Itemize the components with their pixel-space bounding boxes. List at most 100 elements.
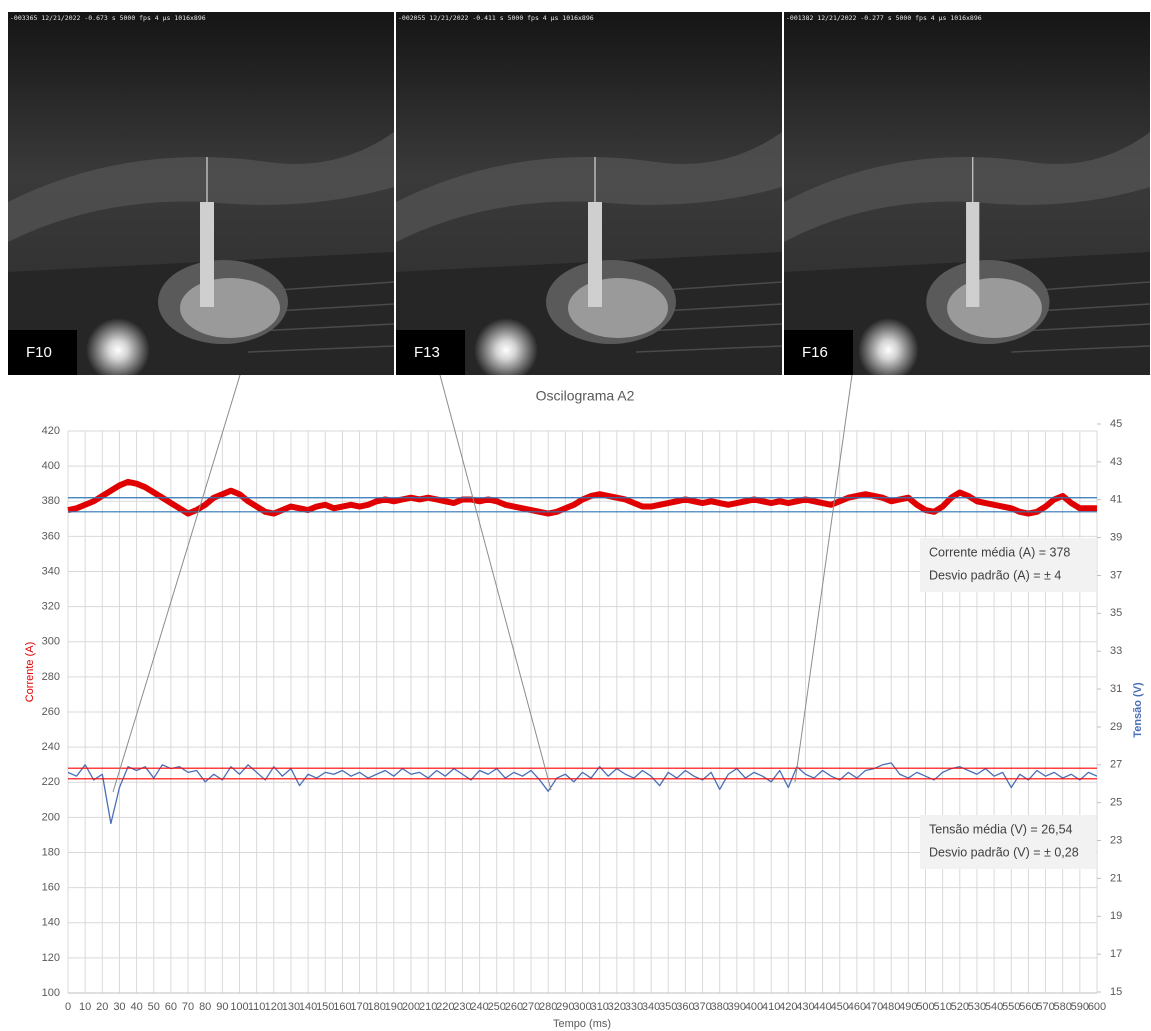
y-tick-label: 240 — [42, 741, 60, 753]
x-tick-label: 410 — [762, 1001, 780, 1013]
y2-axis-title: Tensão (V) — [1132, 682, 1144, 738]
x-tick-label: 110 — [248, 1001, 266, 1013]
x-tick-label: 210 — [419, 1001, 437, 1013]
x-tick-label: 580 — [1054, 1001, 1072, 1013]
series-line — [67, 478, 1097, 517]
y-tick-label: 380 — [42, 495, 60, 507]
y2-tick-label: 29 — [1110, 721, 1122, 733]
x-tick-label: 0 — [65, 1001, 71, 1013]
y2-tick-label: 15 — [1110, 986, 1122, 998]
y2-tick-label: 31 — [1110, 683, 1122, 695]
data — [67, 478, 1098, 825]
x-tick-label: 50 — [148, 1001, 160, 1013]
y2-tick-label: 27 — [1110, 759, 1122, 771]
annotation: Desvio padrão (V) = ± 0,28 — [929, 845, 1079, 859]
connector — [794, 374, 853, 783]
x-tick-label: 90 — [216, 1001, 228, 1013]
photo-2: -002055 12/21/2022 -0.411 s 5000 fps 4 µ… — [396, 12, 782, 375]
y2-tick-label: 17 — [1110, 948, 1122, 960]
photo-3: -001382 12/21/2022 -0.277 s 5000 fps 4 µ… — [784, 12, 1150, 375]
x-tick-label: 460 — [848, 1001, 866, 1013]
x-tick-label: 30 — [113, 1001, 125, 1013]
y-tick-label: 200 — [42, 811, 60, 823]
y-tick-label: 420 — [42, 425, 60, 437]
photo-header: -003365 12/21/2022 -0.673 s 5000 fps 4 µ… — [10, 14, 206, 22]
y2-tick-label: 21 — [1110, 872, 1122, 884]
y-tick-label: 100 — [42, 987, 60, 999]
photo-header: -001382 12/21/2022 -0.277 s 5000 fps 4 µ… — [786, 14, 982, 22]
x-tick-label: 470 — [865, 1001, 883, 1013]
x-tick-label: 150 — [316, 1001, 334, 1013]
y2-tick-label: 35 — [1110, 607, 1122, 619]
x-tick-label: 530 — [968, 1001, 986, 1013]
x-tick-label: 130 — [282, 1001, 300, 1013]
x-tick-label: 260 — [505, 1001, 523, 1013]
y2-tick-label: 41 — [1110, 494, 1122, 506]
x-tick-label: 320 — [608, 1001, 626, 1013]
plot: 0 10 20 30 40 50 60 70 80 90 100 110 120130140150160… — [42, 418, 1123, 1013]
connectors — [112, 374, 853, 793]
x-tick-label: 290 — [556, 1001, 574, 1013]
x-tick-label: 380 — [711, 1001, 729, 1013]
x-tick-label: 80 — [199, 1001, 211, 1013]
x-tick-label: 590 — [1071, 1001, 1089, 1013]
y2-tick-label: 39 — [1110, 532, 1122, 544]
y2-tick-label: 43 — [1110, 456, 1122, 468]
x-tick-label: 140 — [299, 1001, 317, 1013]
x-tick-label: 430 — [796, 1001, 814, 1013]
y-tick-label: 300 — [42, 636, 60, 648]
x-tick-label: 490 — [899, 1001, 917, 1013]
y-tick-label: 140 — [42, 917, 60, 929]
y-tick-label: 320 — [42, 601, 60, 613]
photo-label: F13 — [414, 344, 440, 361]
x-tick-label: 250 — [488, 1001, 506, 1013]
y-tick-label: 160 — [42, 882, 60, 894]
x-tick-label: 360 — [676, 1001, 694, 1013]
x-tick-label: 560 — [1019, 1001, 1037, 1013]
y2-tick-label: 37 — [1110, 569, 1122, 581]
photo-1: -003365 12/21/2022 -0.673 s 5000 fps 4 µ… — [8, 12, 394, 375]
x-tick-label: 510 — [933, 1001, 951, 1013]
x-tick-label: 180 — [368, 1001, 386, 1013]
x-tick-label: 120 — [265, 1001, 283, 1013]
y-axis-title: Corrente (A) — [24, 642, 36, 703]
y2-tick-label: 23 — [1110, 834, 1122, 846]
x-tick-label: 520 — [951, 1001, 969, 1013]
x-tick-label: 200 — [402, 1001, 420, 1013]
y-tick-label: 180 — [42, 846, 60, 858]
x-tick-label: 100 — [230, 1001, 248, 1013]
x-tick-label: 220 — [436, 1001, 454, 1013]
y-tick-label: 220 — [42, 776, 60, 788]
x-tick-label: 340 — [642, 1001, 660, 1013]
x-tick-label: 70 — [182, 1001, 194, 1013]
y-tick-label: 280 — [42, 671, 60, 683]
x-tick-label: 10 — [79, 1001, 91, 1013]
x-tick-label: 350 — [659, 1001, 677, 1013]
x-tick-label: 400 — [745, 1001, 763, 1013]
x-tick-label: 270 — [522, 1001, 540, 1013]
x-tick-label: 230 — [453, 1001, 471, 1013]
x-tick-label: 370 — [693, 1001, 711, 1013]
series-line — [67, 762, 1098, 825]
x-tick-label: 420 — [779, 1001, 797, 1013]
annotation: Tensão média (V) = 26,54 — [929, 822, 1073, 836]
photo-header: -002055 12/21/2022 -0.411 s 5000 fps 4 µ… — [398, 14, 594, 22]
x-tick-label: 540 — [985, 1001, 1003, 1013]
x-tick-label: 20 — [96, 1001, 108, 1013]
x-tick-label: 170 — [350, 1001, 368, 1013]
y2-tick-label: 19 — [1110, 910, 1122, 922]
annotation: Corrente média (A) = 378 — [929, 545, 1070, 559]
x-tick-label: 310 — [590, 1001, 608, 1013]
x-tick-label: 60 — [165, 1001, 177, 1013]
x-tick-label: 330 — [625, 1001, 643, 1013]
x-tick-label: 550 — [1002, 1001, 1020, 1013]
x-tick-label: 40 — [130, 1001, 142, 1013]
y-tick-label: 120 — [42, 952, 60, 964]
chart-title: Oscilograma A2 — [536, 388, 635, 404]
connector — [112, 374, 241, 793]
x-tick-label: 450 — [831, 1001, 849, 1013]
y-tick-label: 340 — [42, 565, 60, 577]
x-tick-label: 440 — [813, 1001, 831, 1013]
x-axis-title: Tempo (ms) — [553, 1018, 611, 1030]
